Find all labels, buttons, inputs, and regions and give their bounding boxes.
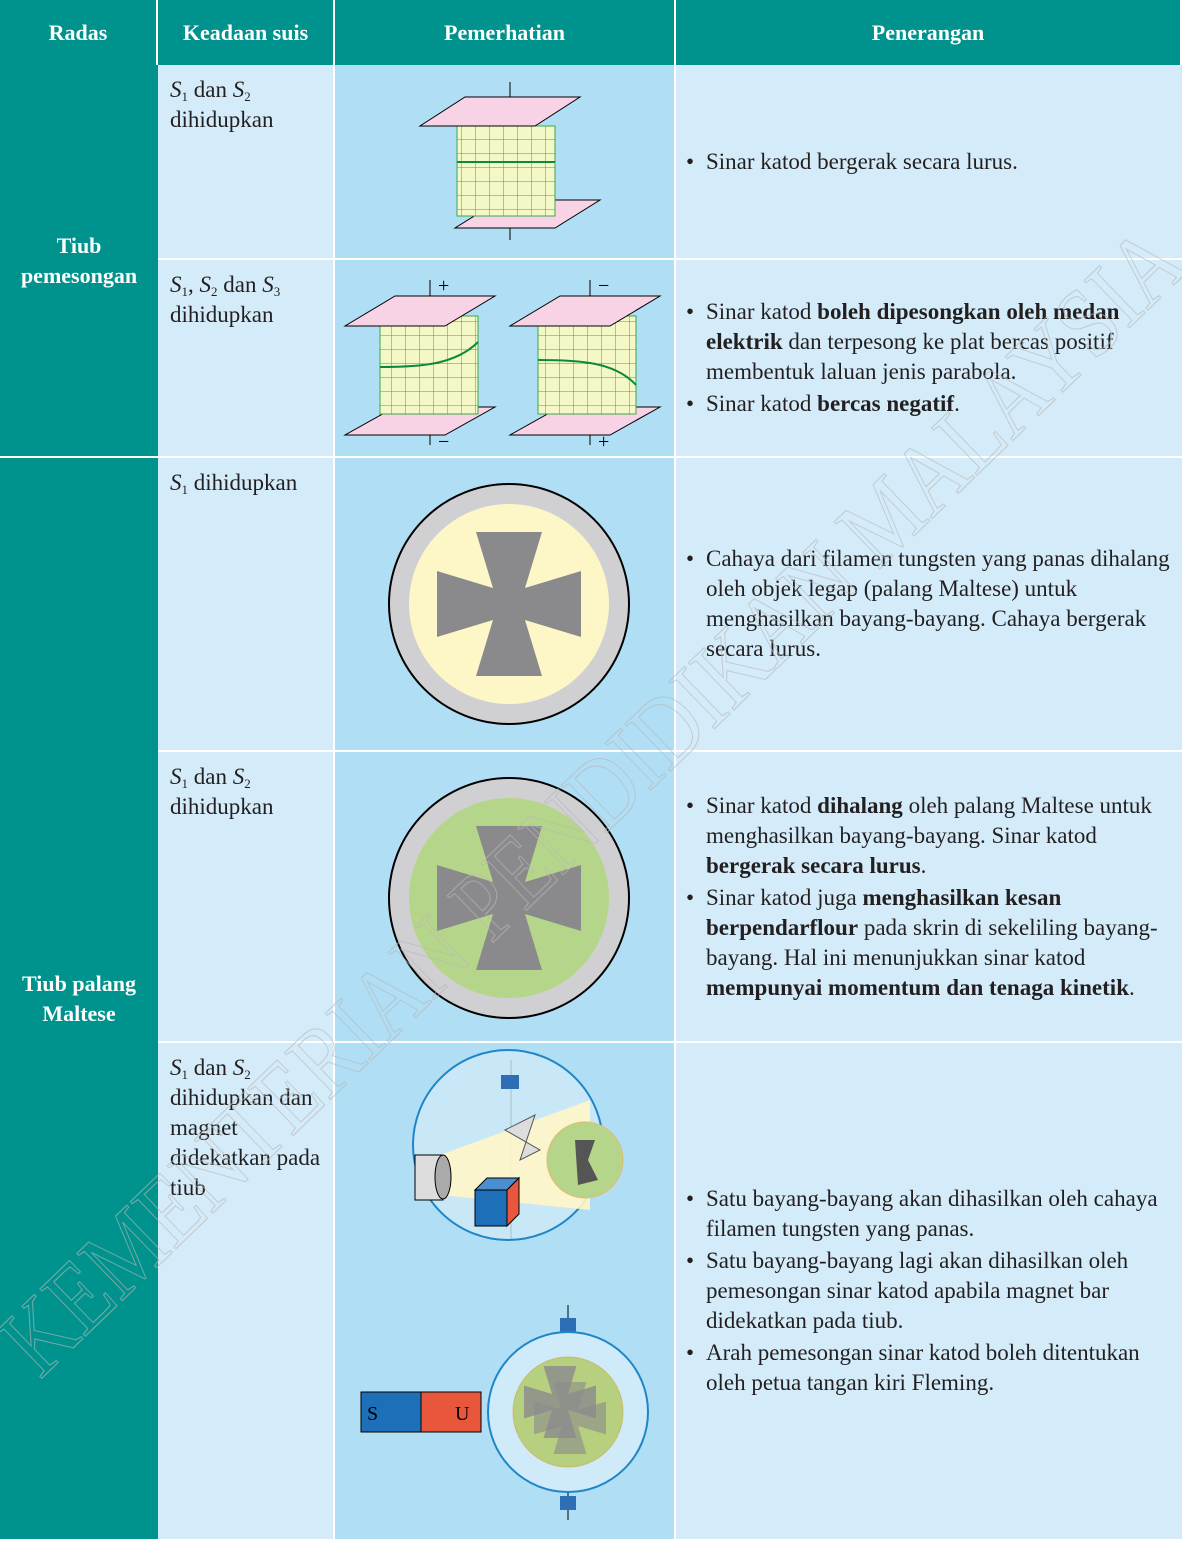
text-segment: S	[170, 1055, 182, 1080]
text-segment: S	[199, 272, 212, 297]
text-segment: dan	[188, 764, 233, 789]
text-segment: S	[232, 77, 245, 102]
explanation-cell: Sinar katod bergerak secara lurus.	[676, 65, 1182, 260]
observation-cell	[335, 65, 676, 260]
text-segment: dan terpesong ke plat bercas positif mem…	[706, 329, 1114, 384]
text-segment: 1	[181, 482, 189, 497]
text-segment: dihidupkan	[188, 470, 298, 495]
header-cell: Radas	[0, 0, 158, 65]
text-segment: dihalang	[817, 792, 903, 818]
explanation-cell: Sinar katod boleh dipesongkan oleh medan…	[676, 260, 1182, 458]
text-segment: dihidupkan	[170, 302, 274, 327]
text-segment: Sinar katod	[706, 391, 818, 416]
bullet-item: Sinar katod juga menghasilkan kesan berp…	[686, 883, 1172, 1003]
switch-cell: S1 dan S2 dihidupkan dan magnet didekatk…	[158, 1043, 335, 1541]
text-segment: dihidupkan dan magnet didekatkan pada ti…	[170, 1085, 321, 1200]
header-cell: Keadaan suis	[158, 0, 335, 65]
observation-cell	[335, 752, 676, 1043]
text-segment: 2	[244, 776, 251, 791]
text-segment: dan	[188, 77, 233, 102]
bullet-item: Arah pemesongan sinar katod boleh ditent…	[686, 1338, 1172, 1398]
text-segment: 1	[181, 89, 189, 104]
text-segment: oleh palang Maltese untuk menghasilkan b…	[706, 792, 1152, 848]
observation-cell	[335, 260, 676, 458]
text-segment: 3	[273, 284, 281, 299]
observation-cell	[335, 458, 676, 752]
text-segment: S	[170, 470, 182, 495]
text-segment: .	[954, 391, 960, 416]
header-cell: Pemerhatian	[335, 0, 676, 65]
text-segment: dihidupkan	[170, 794, 274, 819]
text-segment: ,	[188, 272, 200, 297]
text-segment: Sinar katod juga	[706, 884, 863, 910]
observation-cell	[335, 1043, 676, 1541]
bullet-item: Cahaya dari filamen tungsten yang panas …	[686, 544, 1172, 664]
text-segment: 2	[244, 89, 251, 104]
text-segment: .	[920, 852, 927, 878]
text-segment: 1	[181, 1067, 189, 1082]
text-segment: bercas negatif	[817, 391, 955, 416]
bullet-item: Satu bayang-bayang lagi akan dihasilkan …	[686, 1246, 1172, 1336]
text-segment: boleh dipesongkan oleh medan elektrik	[706, 299, 1120, 354]
text-segment: pada skrin di sekeliling bayang-bayang. …	[706, 914, 1158, 970]
text-segment: Sinar katod bergerak secara lurus.	[706, 148, 1018, 174]
text-segment: S	[232, 1055, 245, 1080]
apparatus-cell: Tiub palang Maltese	[0, 458, 158, 1541]
text-segment: Cahaya dari filamen tungsten yang panas …	[706, 546, 1170, 661]
text-segment: Satu bayang-bayang akan dihasilkan oleh …	[706, 1186, 1158, 1241]
text-segment: 1	[181, 284, 189, 299]
text-segment: S	[170, 77, 182, 102]
bullet-item: Sinar katod boleh dipesongkan oleh medan…	[686, 297, 1172, 387]
switch-cell: S1 dan S2 dihidupkan	[158, 65, 335, 260]
bullet-item: Sinar katod dihalang oleh palang Maltese…	[686, 791, 1172, 881]
text-segment: dan	[217, 272, 263, 297]
switch-cell: S1, S2 dan S3 dihidupkan	[158, 260, 335, 458]
explanation-cell: Satu bayang-bayang akan dihasilkan oleh …	[676, 1043, 1182, 1541]
text-segment: Sinar katod	[706, 792, 818, 818]
apparatus-cell: Tiub pemesongan	[0, 65, 158, 458]
bullet-item: Satu bayang-bayang akan dihasilkan oleh …	[686, 1184, 1172, 1244]
explanation-cell: Sinar katod dihalang oleh palang Maltese…	[676, 752, 1182, 1043]
text-segment: mempunyai momentum dan tenaga kinetik	[706, 974, 1129, 1000]
text-segment: bergerak secara lurus	[706, 852, 921, 878]
text-segment: Arah pemesongan sinar katod boleh ditent…	[706, 1340, 1140, 1395]
text-segment: Satu bayang-bayang lagi akan dihasilkan …	[706, 1248, 1129, 1333]
text-segment: S	[232, 764, 245, 789]
text-segment: dan	[188, 1055, 233, 1080]
switch-cell: S1 dihidupkan	[158, 458, 335, 752]
text-segment: dihidupkan	[170, 107, 274, 132]
text-segment: 1	[181, 776, 189, 791]
bullet-item: Sinar katod bercas negatif.	[686, 389, 1172, 419]
text-segment: Sinar katod	[706, 299, 818, 324]
header-cell: Penerangan	[676, 0, 1182, 65]
text-segment: S	[262, 272, 274, 297]
text-segment: .	[1128, 974, 1135, 1000]
explanation-cell: Cahaya dari filamen tungsten yang panas …	[676, 458, 1182, 752]
text-segment: S	[170, 764, 182, 789]
bullet-item: Sinar katod bergerak secara lurus.	[686, 147, 1172, 177]
text-segment: 2	[244, 1067, 251, 1082]
text-segment: S	[170, 272, 182, 297]
text-segment: 2	[211, 284, 218, 299]
switch-cell: S1 dan S2 dihidupkan	[158, 752, 335, 1043]
text-segment: menghasilkan kesan berpendarflour	[706, 884, 1062, 940]
